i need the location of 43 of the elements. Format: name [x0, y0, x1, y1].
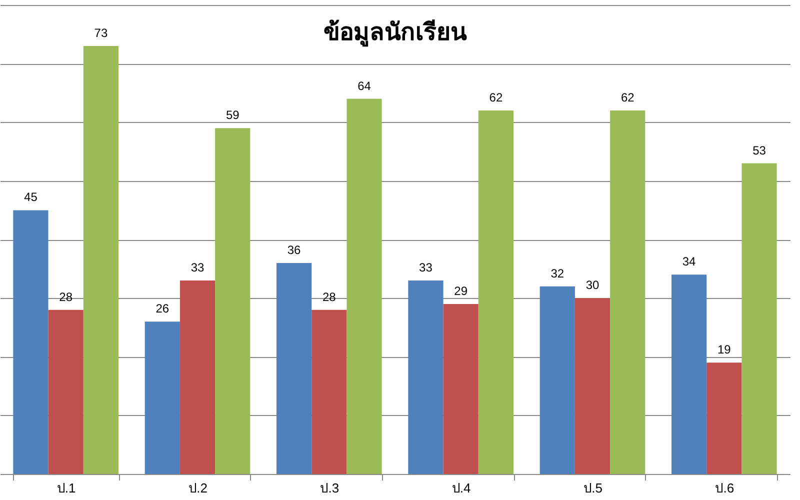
data-label: 26: [156, 302, 170, 316]
text: ข้อมูลนักเรียน: [324, 19, 468, 47]
bar: [48, 310, 84, 474]
data-label: 28: [322, 290, 336, 304]
data-label: 30: [586, 278, 600, 292]
x-tick-label: ป.3: [320, 480, 340, 496]
x-tick-label: ป.6: [715, 480, 734, 496]
bar: [408, 280, 444, 474]
bar: [540, 286, 575, 474]
data-label: 28: [59, 290, 73, 304]
x-tick-label: ป.1: [56, 480, 76, 496]
bar: [478, 110, 514, 474]
bar: [610, 110, 646, 474]
data-label: 32: [550, 266, 564, 280]
bar: [346, 98, 382, 474]
data-label: 33: [419, 260, 433, 275]
data-label: 62: [620, 90, 635, 105]
x-tick-label: ป.5: [584, 480, 602, 496]
data-label: 33: [190, 260, 204, 275]
data-label: 59: [226, 108, 240, 122]
bar: [180, 280, 216, 474]
bar: [574, 298, 610, 474]
data-label: 34: [682, 254, 696, 269]
data-label: 19: [717, 342, 732, 357]
bar: [83, 46, 118, 474]
bar: [215, 128, 250, 474]
bar: [144, 322, 180, 474]
bar: [312, 310, 347, 474]
data-label: 62: [489, 90, 503, 105]
data-label: 29: [454, 284, 468, 298]
bar: [742, 163, 777, 474]
data-label: 73: [94, 26, 108, 40]
data-label: 45: [24, 190, 38, 204]
x-tick-label: ป.4: [452, 480, 471, 496]
bar: [276, 262, 312, 474]
x-tick-label: ป.2: [188, 480, 208, 496]
bar: [706, 362, 742, 474]
bar: [672, 274, 707, 474]
data-label: 53: [752, 143, 766, 158]
bar: [443, 304, 478, 474]
data-label: 36: [287, 242, 302, 257]
bar: [13, 210, 48, 474]
data-label: 64: [358, 78, 372, 93]
